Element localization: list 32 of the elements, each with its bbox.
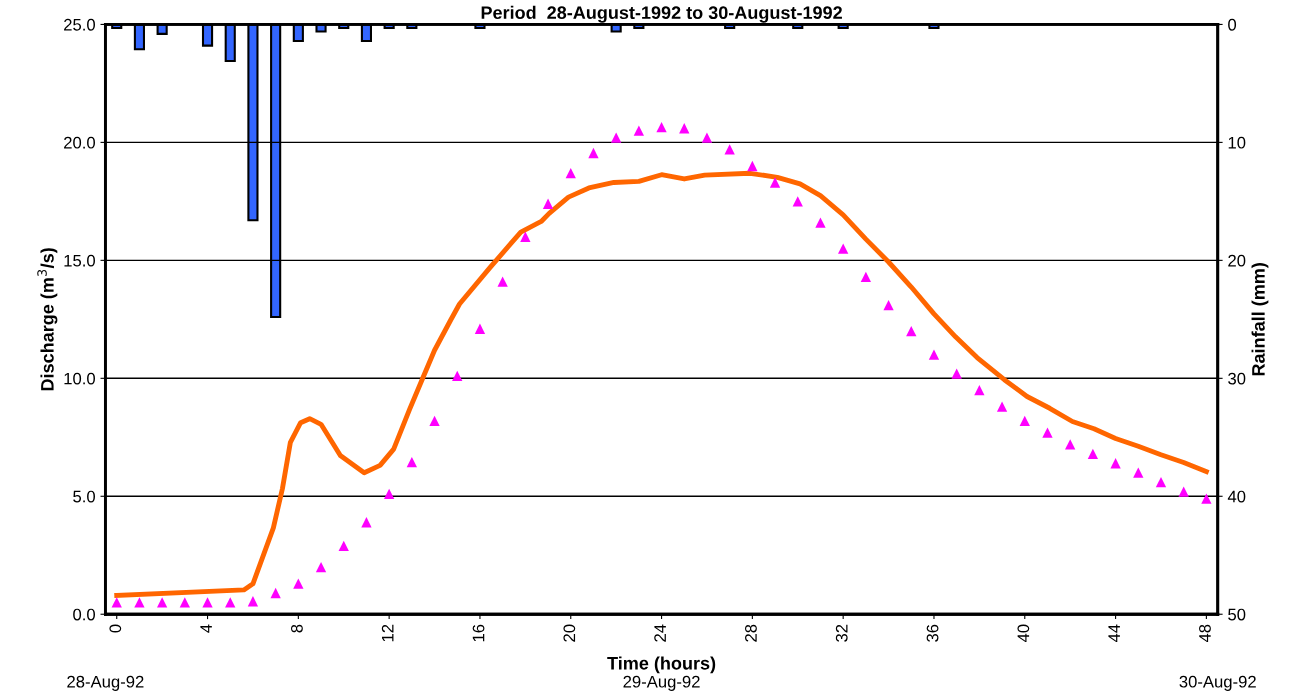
y2-axis-title: Rainfall (mm) <box>1251 263 1269 376</box>
y-tick-label: 0.0 <box>73 608 96 621</box>
x-tick-label: 36 <box>926 624 939 642</box>
x-tick-label: 4 <box>200 624 212 633</box>
y2-tick-label: 20 <box>1228 254 1246 267</box>
y-tick-label: 5.0 <box>73 490 96 503</box>
y-tick-label: 25.0 <box>64 18 96 31</box>
y2-tick-label: 50 <box>1228 608 1246 621</box>
y-tick-label: 15.0 <box>64 254 96 267</box>
x-tick-label: 24 <box>654 624 666 642</box>
x-tick-label: 44 <box>1108 624 1120 643</box>
y2-tick-label: 10 <box>1228 136 1246 149</box>
text: 29-Aug-92 <box>623 675 700 691</box>
y2-tick-label: 30 <box>1228 372 1246 385</box>
chart-title: Period 28-August-1992 to 30-August-1992 <box>481 5 842 23</box>
text: 30-Aug-92 <box>1179 675 1256 691</box>
x-tick-label: 28 <box>745 624 757 642</box>
x-tick-label: 12 <box>381 624 394 642</box>
y-axis-title: Discharge (m$^{3}$/s) <box>37 248 58 391</box>
x-tick-label: 0 <box>109 624 122 633</box>
x-tick-label: 48 <box>1199 624 1211 643</box>
y-tick-label: 10.0 <box>64 372 96 385</box>
y-tick-label: 20.0 <box>64 136 96 149</box>
x-axis-title: Time (hours) <box>607 656 716 674</box>
y2-tick-label: 0 <box>1228 18 1237 31</box>
y2-tick-label: 40 <box>1227 490 1246 503</box>
x-tick-label: 8 <box>291 624 303 633</box>
x-tick-label: 32 <box>835 624 848 642</box>
x-tick-label: 16 <box>472 624 485 642</box>
x-tick-label: 20 <box>563 624 576 642</box>
text: 28-Aug-92 <box>67 675 144 691</box>
x-tick-label: 40 <box>1017 624 1030 643</box>
